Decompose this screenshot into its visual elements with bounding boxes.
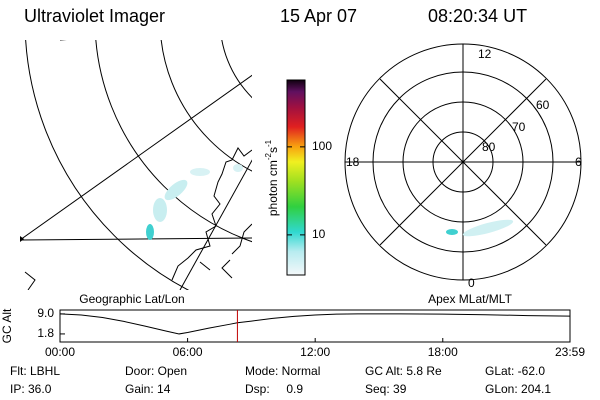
mlt-label: 18 xyxy=(346,155,360,169)
date: 15 Apr 07 xyxy=(280,6,357,26)
status-field: Flt: LBHL xyxy=(10,364,60,378)
x-tick-label: 00:00 xyxy=(45,345,75,359)
altitude-line xyxy=(59,313,571,335)
lat-label: 60 xyxy=(536,98,550,112)
colorbar-tick-label: 10 xyxy=(312,227,326,241)
x-tick-label: 18:00 xyxy=(428,345,458,359)
status-field: Mode: Normal xyxy=(245,364,320,378)
status-field: GLon: 204.1 xyxy=(485,382,551,396)
status-field: GC Alt: 5.8 Re xyxy=(365,364,442,378)
status-field: GLat: -62.0 xyxy=(485,364,545,378)
status-field: Dsp: 0.9 xyxy=(245,382,303,396)
label-exp: -1 xyxy=(264,139,273,147)
y-tick-label: 9.0 xyxy=(37,306,54,320)
x-tick-label: 12:00 xyxy=(300,345,330,359)
panel-label: Geographic Lat/Lon xyxy=(79,292,184,306)
y-axis-label: GC Alt xyxy=(0,308,14,343)
y-tick-label: 1.8 xyxy=(37,326,54,340)
label-exp: -2 xyxy=(264,152,273,160)
label-part: photon cm xyxy=(266,160,280,216)
geo-map xyxy=(20,40,252,290)
status-field: Seq: 39 xyxy=(365,382,407,396)
colorbar-label: photon cm-2s-1 xyxy=(264,139,280,216)
x-tick-label: 23:59 xyxy=(555,345,585,359)
status-field: IP: 36.0 xyxy=(10,382,52,396)
colorbar-tick-label: 100 xyxy=(312,139,332,153)
mlt-label: 12 xyxy=(478,47,492,61)
polar-plot xyxy=(344,43,582,281)
mlt-label: 6 xyxy=(575,155,582,169)
panel-label: Apex MLat/MLT xyxy=(428,292,512,306)
status-field: Gain: 14 xyxy=(125,382,171,396)
status-field: Door: Open xyxy=(125,364,187,378)
title: Ultraviolet Imager xyxy=(24,6,165,26)
x-tick-label: 06:00 xyxy=(173,345,203,359)
colorbar xyxy=(286,79,306,276)
time: 08:20:34 UT xyxy=(428,6,527,26)
label-part: s xyxy=(266,147,280,153)
mlt-label: 0 xyxy=(468,276,475,290)
lat-label: 80 xyxy=(482,140,496,154)
lat-label: 70 xyxy=(512,120,526,134)
